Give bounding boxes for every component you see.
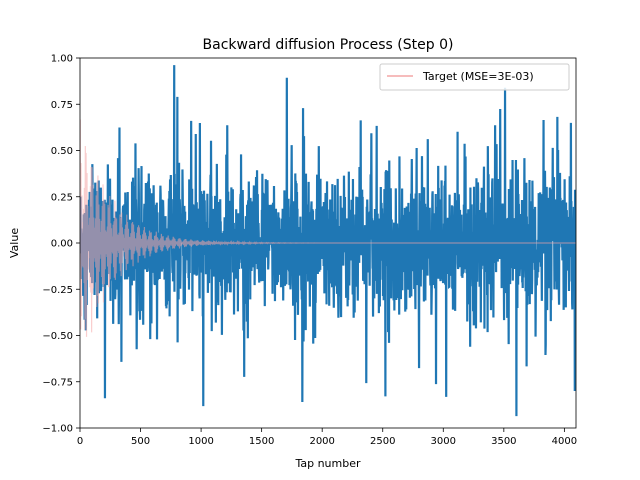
series-layer [80,65,576,417]
x-tick-label: 500 [131,436,150,447]
y-tick-label: 0.50 [51,146,73,157]
x-tick-label: 0 [77,436,83,447]
y-tick-label: −1.00 [42,424,73,435]
y-axis: −1.00 −0.75 −0.50 −0.25 0.00 0.25 0.50 0.75 1.00 [42,54,80,435]
legend-label-target: Target (MSE=3E-03) [422,70,534,83]
y-axis-label: Value [8,228,21,258]
y-tick-label: 0.75 [51,100,73,111]
legend: Target (MSE=3E-03) [379,63,570,91]
y-tick-label: −0.25 [42,285,73,296]
x-tick-label: 2000 [309,436,334,447]
y-tick-label: −0.75 [42,377,73,388]
x-tick-label: 3500 [491,436,516,447]
series-line-signal [80,65,576,417]
chart-title: Backward diffusion Process (Step 0) [203,37,454,53]
plot-area [80,58,576,428]
y-tick-label: −0.50 [42,331,73,342]
y-tick-label: 1.00 [51,54,73,65]
x-tick-label: 2500 [370,436,395,447]
x-axis-label: Tap number [294,457,361,470]
x-tick-label: 1500 [249,436,274,447]
y-tick-label: 0.00 [51,239,73,250]
x-tick-label: 1000 [188,436,213,447]
legend-box [379,63,570,91]
series-line-target [80,119,576,337]
x-tick-label: 4000 [552,436,577,447]
x-tick-label: 3000 [431,436,456,447]
x-axis: 0 500 1000 1500 2000 2500 3000 3500 4000 [77,428,577,447]
y-tick-label: 0.25 [51,192,73,203]
